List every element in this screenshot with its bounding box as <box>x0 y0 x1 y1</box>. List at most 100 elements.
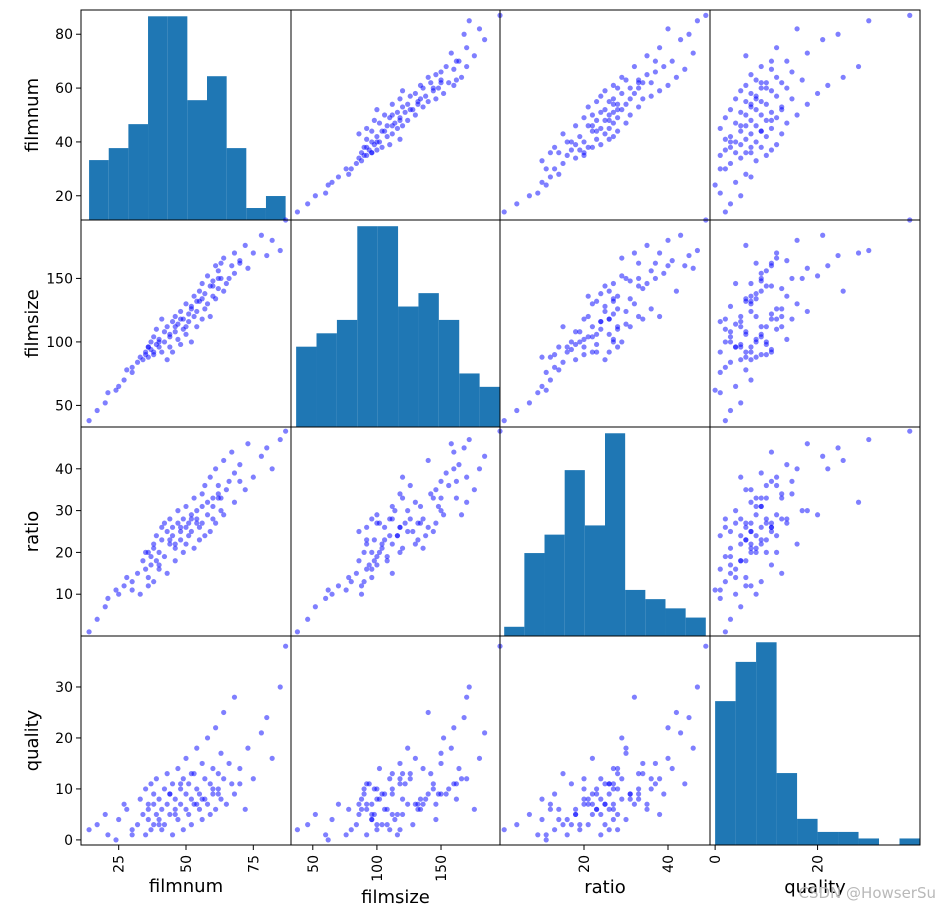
scatter-point <box>552 791 558 797</box>
scatter-point <box>560 160 566 167</box>
scatter-point <box>394 125 401 132</box>
scatter-point <box>794 112 800 118</box>
scatter-point <box>364 801 370 807</box>
y-tick-label: 20 <box>55 545 73 561</box>
scatter-point <box>221 776 227 782</box>
scatter-point <box>768 349 775 355</box>
scatter-point <box>784 258 790 264</box>
scatter-point <box>564 152 570 158</box>
hist-bar-quality-9 <box>899 838 920 845</box>
scatter-point <box>758 288 764 294</box>
scatter-point <box>415 520 421 526</box>
scatter-point <box>753 495 759 501</box>
scatter-point <box>420 516 426 522</box>
scatter-point <box>585 334 591 340</box>
scatter-point <box>727 107 734 113</box>
scatter-point <box>215 275 221 282</box>
scatter-point <box>631 63 638 70</box>
scatter-point <box>204 273 211 279</box>
scatter-point <box>748 583 754 589</box>
scatter-point <box>430 85 436 91</box>
scatter-point <box>598 93 604 99</box>
scatter-point <box>435 85 442 91</box>
scatter-point <box>482 453 488 459</box>
scatter-point <box>453 58 460 64</box>
scatter-point <box>619 776 625 782</box>
scatter-point <box>636 283 642 289</box>
scatter-point <box>606 136 612 142</box>
scatter-point <box>581 316 587 322</box>
scatter-point <box>145 354 151 360</box>
scatter-point <box>369 139 375 145</box>
scatter-point <box>768 311 775 317</box>
scatter-point <box>397 781 403 787</box>
scatter-point <box>763 101 769 107</box>
scatter-point <box>636 275 642 282</box>
scatter-point <box>615 324 621 330</box>
scatter-point <box>763 80 769 86</box>
scatter-point <box>564 816 570 823</box>
scatter-point <box>631 90 638 97</box>
scatter-point <box>194 516 200 522</box>
scatter-point <box>727 160 734 167</box>
scatter-point <box>438 750 444 756</box>
scatter-point <box>423 93 429 99</box>
scatter-point <box>425 524 431 530</box>
scatter-point <box>733 96 739 102</box>
scatter-point <box>727 553 734 560</box>
scatter-point <box>116 383 122 389</box>
scatter-point <box>204 301 211 307</box>
scatter-point <box>652 781 659 787</box>
scatter-point <box>137 796 143 802</box>
scatter-point <box>623 308 629 315</box>
scatter-point <box>183 301 189 307</box>
scatter-point <box>458 512 465 518</box>
scatter-point <box>733 574 739 581</box>
scatter-point <box>598 318 604 325</box>
scatter-point <box>631 250 638 256</box>
scatter-point <box>283 643 289 649</box>
scatter-point <box>420 801 426 807</box>
scatter-point <box>178 316 184 322</box>
scatter-point <box>758 503 764 510</box>
scatter-point <box>294 629 301 635</box>
scatter-point <box>188 512 194 518</box>
scatter-point <box>758 579 764 585</box>
panel-filmsize-vs-ratio <box>501 217 709 424</box>
scatter-point <box>264 252 270 259</box>
scatter-point <box>210 283 216 289</box>
hist-bar-filmnum-4 <box>167 16 188 220</box>
scatter-point <box>202 306 208 312</box>
scatter-point <box>175 816 181 823</box>
scatter-point <box>374 796 380 802</box>
scatter-point <box>389 791 395 797</box>
scatter-point <box>758 524 764 530</box>
scatter-point <box>399 474 406 480</box>
scatter-point <box>794 237 800 243</box>
hist-bar-quality-6 <box>838 831 859 845</box>
scatter-point <box>229 781 235 787</box>
scatter-point <box>722 136 728 142</box>
scatter-point <box>606 791 612 797</box>
scatter-point <box>169 349 176 355</box>
scatter-point <box>717 566 723 572</box>
scatter-point <box>594 136 600 142</box>
scatter-point <box>703 643 709 649</box>
scatter-point <box>748 72 754 78</box>
panel-frame <box>709 635 921 846</box>
hist-bar-filmnum-6 <box>207 76 227 220</box>
scatter-point <box>178 537 184 543</box>
scatter-point <box>784 293 790 299</box>
scatter-point <box>207 474 213 480</box>
scatter-point <box>453 495 460 501</box>
panel-filmsize-vs-filmnum <box>86 217 289 424</box>
scatter-point <box>573 155 579 161</box>
scatter-point <box>194 786 200 792</box>
scatter-point <box>748 349 754 355</box>
scatter-point <box>640 80 646 86</box>
scatter-point <box>748 308 754 315</box>
x-tick-label: 100 <box>370 855 386 882</box>
scatter-point <box>194 520 200 526</box>
scatter-point <box>242 806 248 812</box>
scatter-point <box>789 96 795 102</box>
